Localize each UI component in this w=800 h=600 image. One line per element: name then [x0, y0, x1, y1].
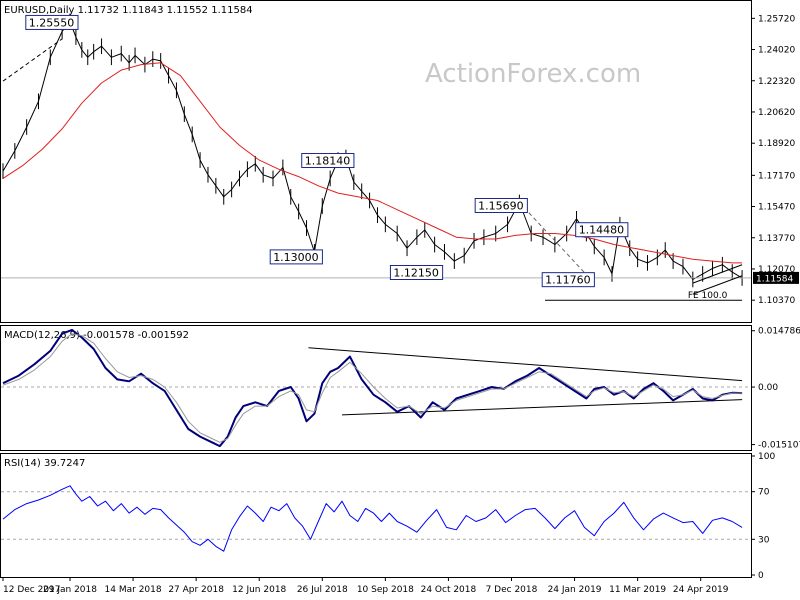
price-annotation-label: FE 100.0: [688, 291, 728, 301]
y-tick-label: 0.00: [758, 383, 778, 393]
channel-line: [692, 264, 743, 284]
x-tick-label: 29 Jan 2018: [43, 585, 97, 595]
y-tick-label: 0: [758, 571, 764, 581]
x-tick-label: 14 Mar 2018: [105, 585, 162, 595]
y-tick-label: 100: [758, 452, 775, 462]
y-tick-label: 1.17170: [758, 171, 795, 181]
y-tick-label: 1.22320: [758, 77, 795, 87]
macd-trendline: [308, 347, 743, 382]
x-tick-label: 7 Dec 2018: [486, 585, 538, 595]
macd-trendline: [341, 399, 743, 416]
y-tick-label: 70: [758, 488, 770, 498]
x-tick-label: 24 Jan 2019: [548, 585, 602, 595]
rsi-panel-title: RSI(14) 39.7247: [4, 458, 85, 469]
x-tick-label: 27 Apr 2018: [168, 585, 224, 595]
trend-line: [2, 38, 63, 82]
x-tick-label: 26 Jul 2018: [297, 585, 348, 595]
price-annotation-label: 1.18140: [305, 155, 351, 168]
x-tick-label: 10 Sep 2018: [357, 585, 414, 595]
price-annotation-box: [575, 222, 629, 238]
price-panel-title: EURUSD,Daily 1.11732 1.11843 1.11552 1.1…: [4, 5, 253, 16]
price-annotation-box: [301, 153, 355, 169]
signal-line: [2, 333, 743, 443]
channel-line: [692, 275, 743, 295]
last-price-box: [753, 271, 799, 284]
y-tick-label: 1.15470: [758, 203, 795, 213]
y-tick-label: 1.24020: [758, 46, 795, 56]
rsi-line: [2, 485, 743, 552]
y-tick-label: 1.13770: [758, 234, 795, 244]
x-tick-label: 12 Jun 2018: [232, 585, 286, 595]
price-annotation-label: 1.15690: [478, 199, 524, 212]
trend-line: [519, 202, 587, 276]
price-annotation-label: 1.25550: [29, 16, 74, 29]
price-annotation-label: 1.12150: [393, 267, 439, 280]
price-annotation-box: [269, 249, 323, 265]
rsi-panel: RSI(14) 39.7247 100 70 30 0: [0, 452, 775, 581]
price-annotation-box: [25, 14, 79, 30]
x-tick-label: 24 Apr 2019: [673, 585, 729, 595]
y-tick-label: 1.25720: [758, 14, 795, 24]
price-annotation-box: [389, 265, 444, 281]
macd-panel: MACD(12,26,9) -0.001578 -0.001592 0.0147…: [0, 325, 800, 451]
macd-panel-title: MACD(12,26,9) -0.001578 -0.001592: [4, 330, 189, 341]
y-tick-label: 0.014786: [758, 327, 800, 337]
price-annotation-box: [541, 272, 595, 288]
price-annotation-label: 1.13000: [273, 251, 319, 264]
y-tick-label: -0.015107: [758, 441, 800, 451]
x-tick-label: 12 Dec 2017: [3, 585, 61, 595]
y-tick-label: 1.20620: [758, 108, 795, 118]
price-panel: EURUSD,Daily 1.11732 1.11843 1.11552 1.1…: [0, 0, 799, 323]
y-tick-label: 30: [758, 535, 770, 545]
y-tick-label: 1.10370: [758, 296, 795, 306]
price-annotation-label: 1.14480: [579, 224, 625, 237]
y-tick-label: 1.12070: [758, 265, 795, 275]
x-tick-label: 11 Mar 2019: [609, 585, 666, 595]
price-annotation-box: [474, 197, 528, 213]
price-annotation-label: 1.11760: [545, 274, 591, 287]
sma-line: [2, 62, 743, 264]
y-tick-label: 1.18920: [758, 139, 795, 149]
last-price-label: 1.11584: [756, 274, 793, 284]
x-tick-label: 24 Oct 2018: [421, 585, 477, 595]
watermark: ActionForex.com: [425, 59, 641, 89]
